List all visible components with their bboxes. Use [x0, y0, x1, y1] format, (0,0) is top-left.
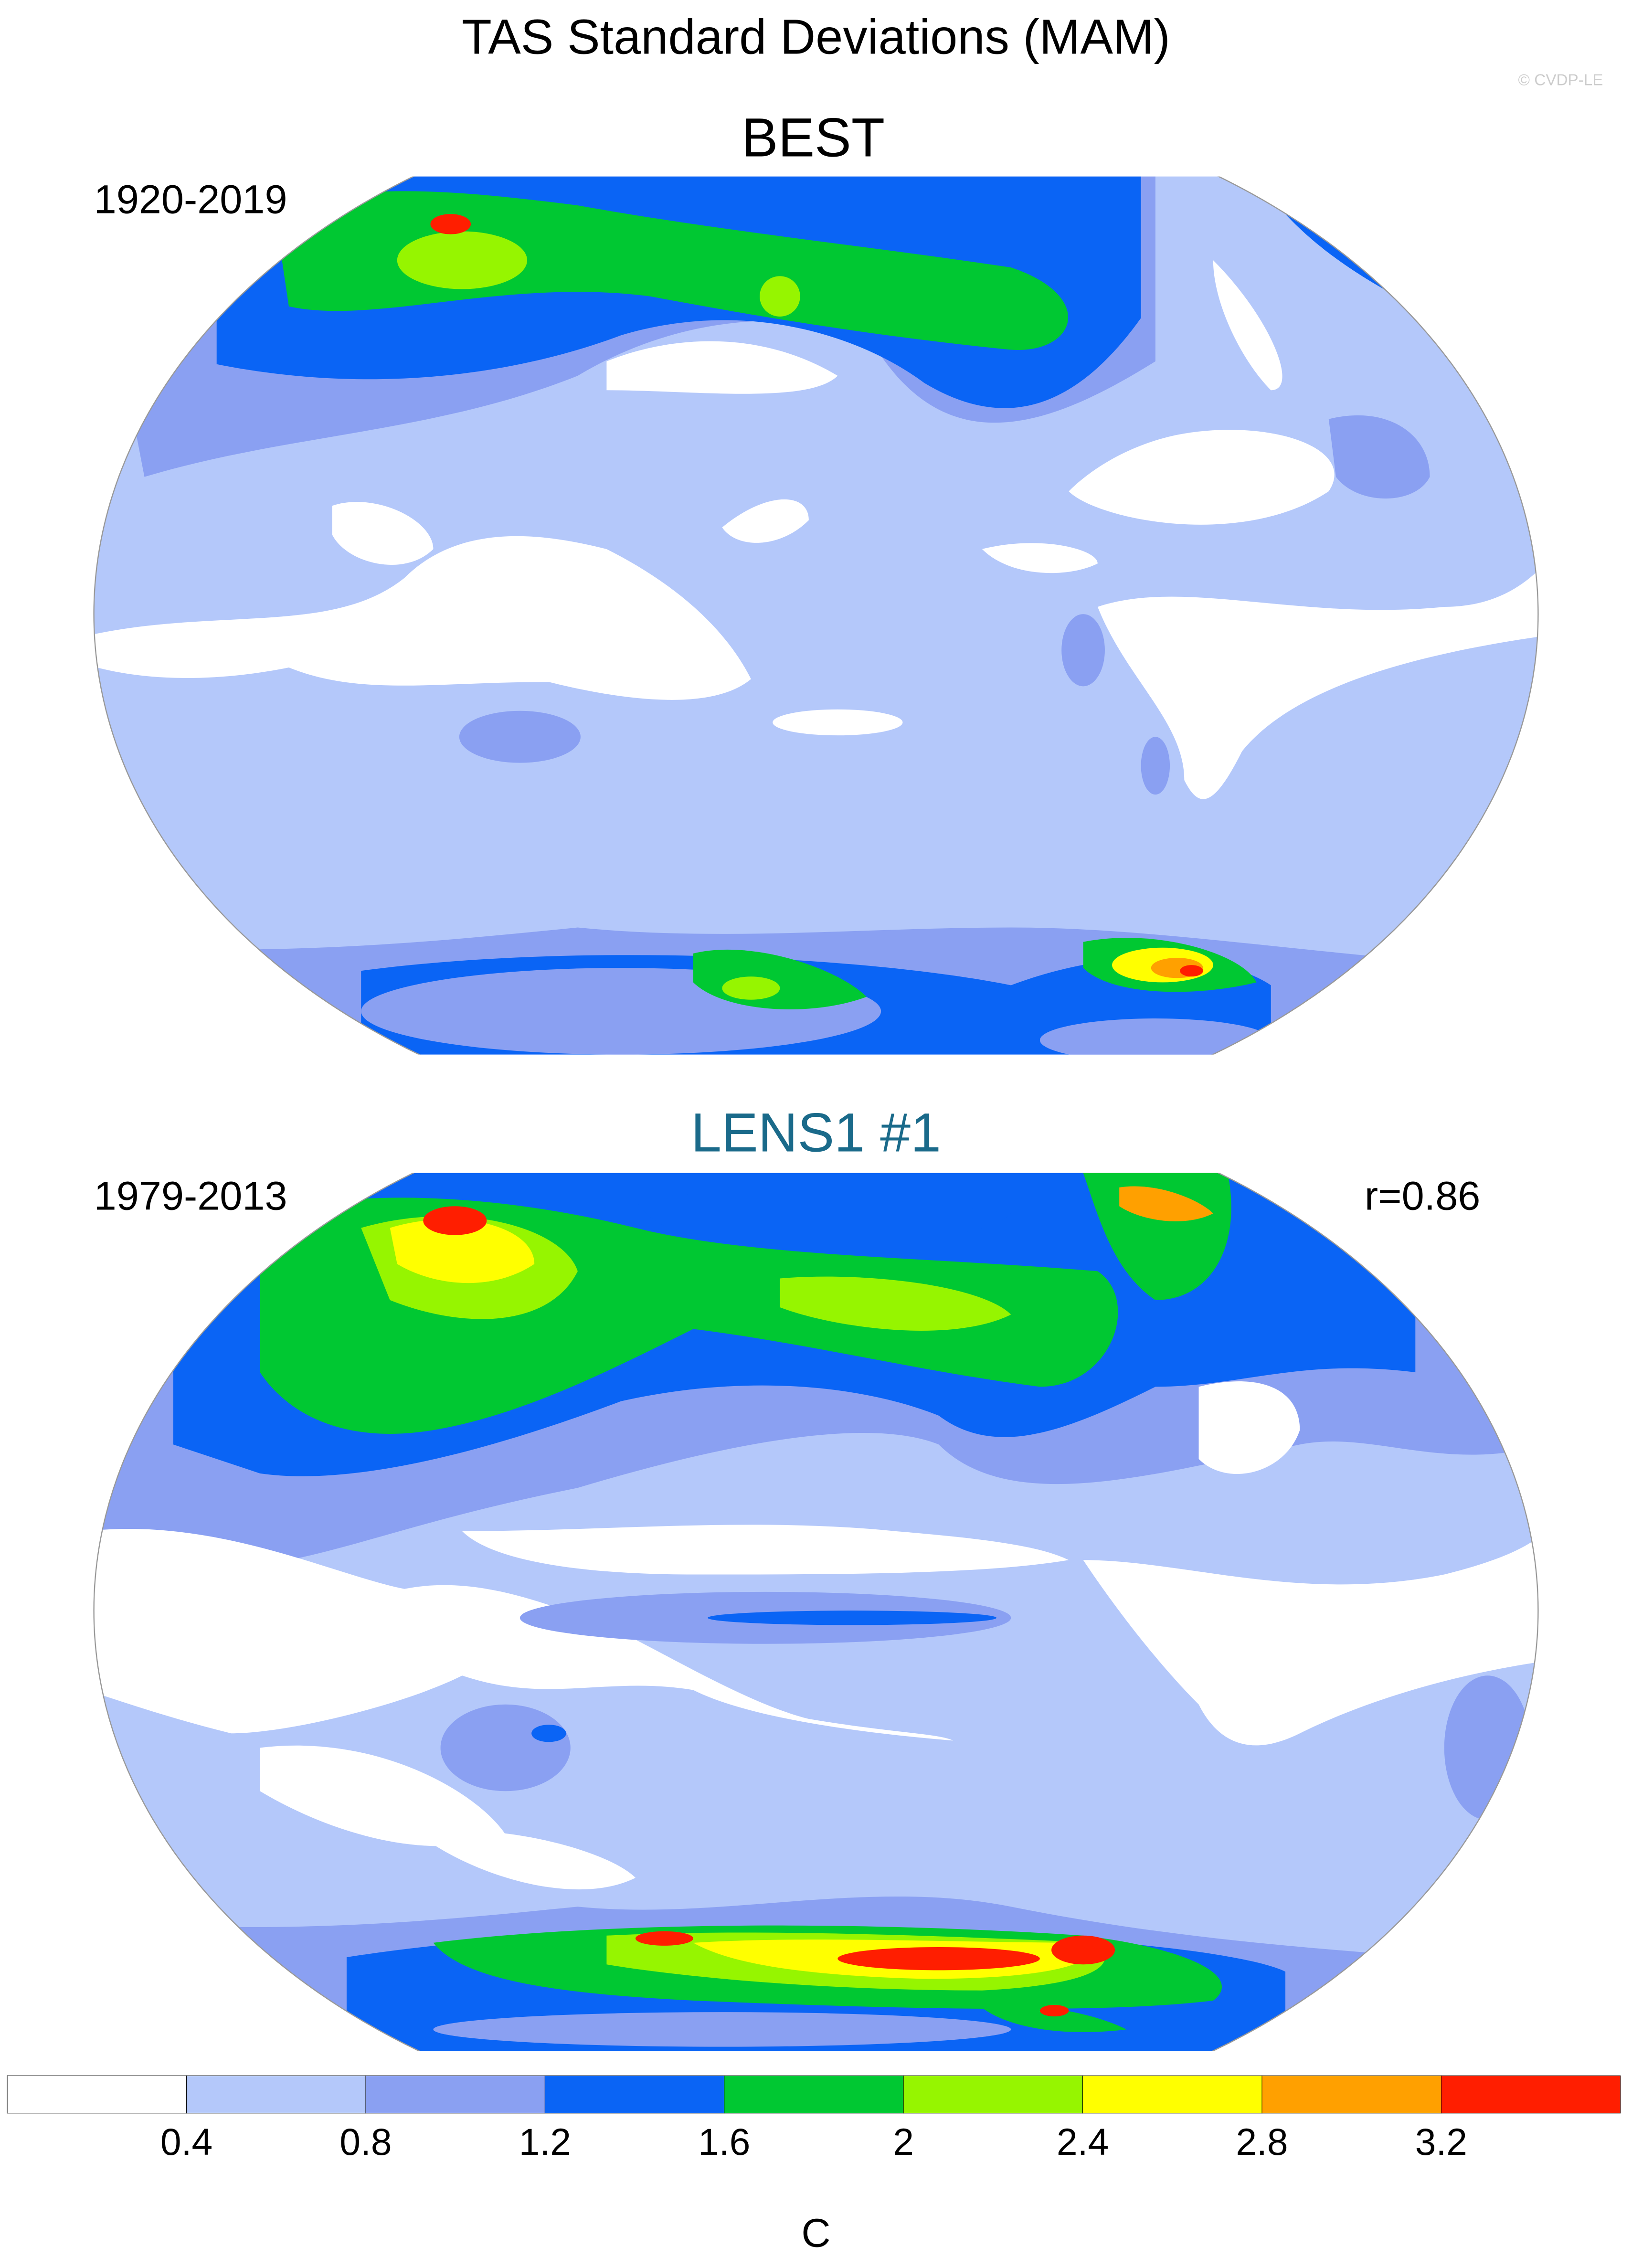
panel-title: BEST [742, 107, 885, 168]
colorbar-box [1261, 2075, 1441, 2114]
colorbar-box [544, 2075, 725, 2114]
colorbar-tick-label: 2.8 [1236, 2121, 1288, 2163]
colorbar-box [365, 2075, 545, 2114]
colorbar-box [903, 2075, 1083, 2114]
colorbar-tick-label: 1.2 [519, 2121, 571, 2163]
panel-stat: r=0.86 [1365, 1173, 1480, 1218]
colorbar-box [724, 2075, 904, 2114]
colorbar-tick-label: 0.4 [160, 2121, 212, 2163]
colorbar-tick-label: 0.8 [339, 2121, 392, 2163]
panel-period: 1979-2013 [94, 1173, 287, 1218]
colorbar-box [7, 2075, 187, 2114]
colorbar-box [1082, 2075, 1262, 2114]
map [93, 176, 1539, 1055]
colorbar-box [186, 2075, 366, 2114]
colorbar-label: C [801, 2210, 830, 2255]
map [93, 1173, 1539, 2051]
colorbar-tick-label: 1.6 [698, 2121, 750, 2163]
colorbar-tick-label: 2.4 [1057, 2121, 1109, 2163]
colorbar-tick-label: 2 [893, 2121, 914, 2163]
colorbar-box [1441, 2075, 1621, 2114]
panel-title: LENS1 #1 [691, 1102, 941, 1163]
watermark: © CVDP-LE [1518, 72, 1603, 89]
figure-title: TAS Standard Deviations (MAM) [462, 9, 1170, 64]
colorbar-tick-label: 3.2 [1415, 2121, 1467, 2163]
panel-period: 1920-2019 [94, 176, 287, 222]
colorbar: 0.4 0.8 1.2 1.6 2 2.4 2.8 3.2 [7, 2075, 1621, 2163]
